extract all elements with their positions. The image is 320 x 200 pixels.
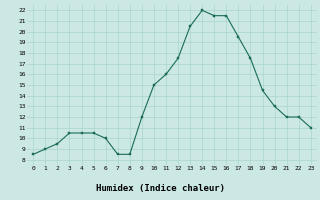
Text: Humidex (Indice chaleur): Humidex (Indice chaleur) (95, 184, 225, 193)
